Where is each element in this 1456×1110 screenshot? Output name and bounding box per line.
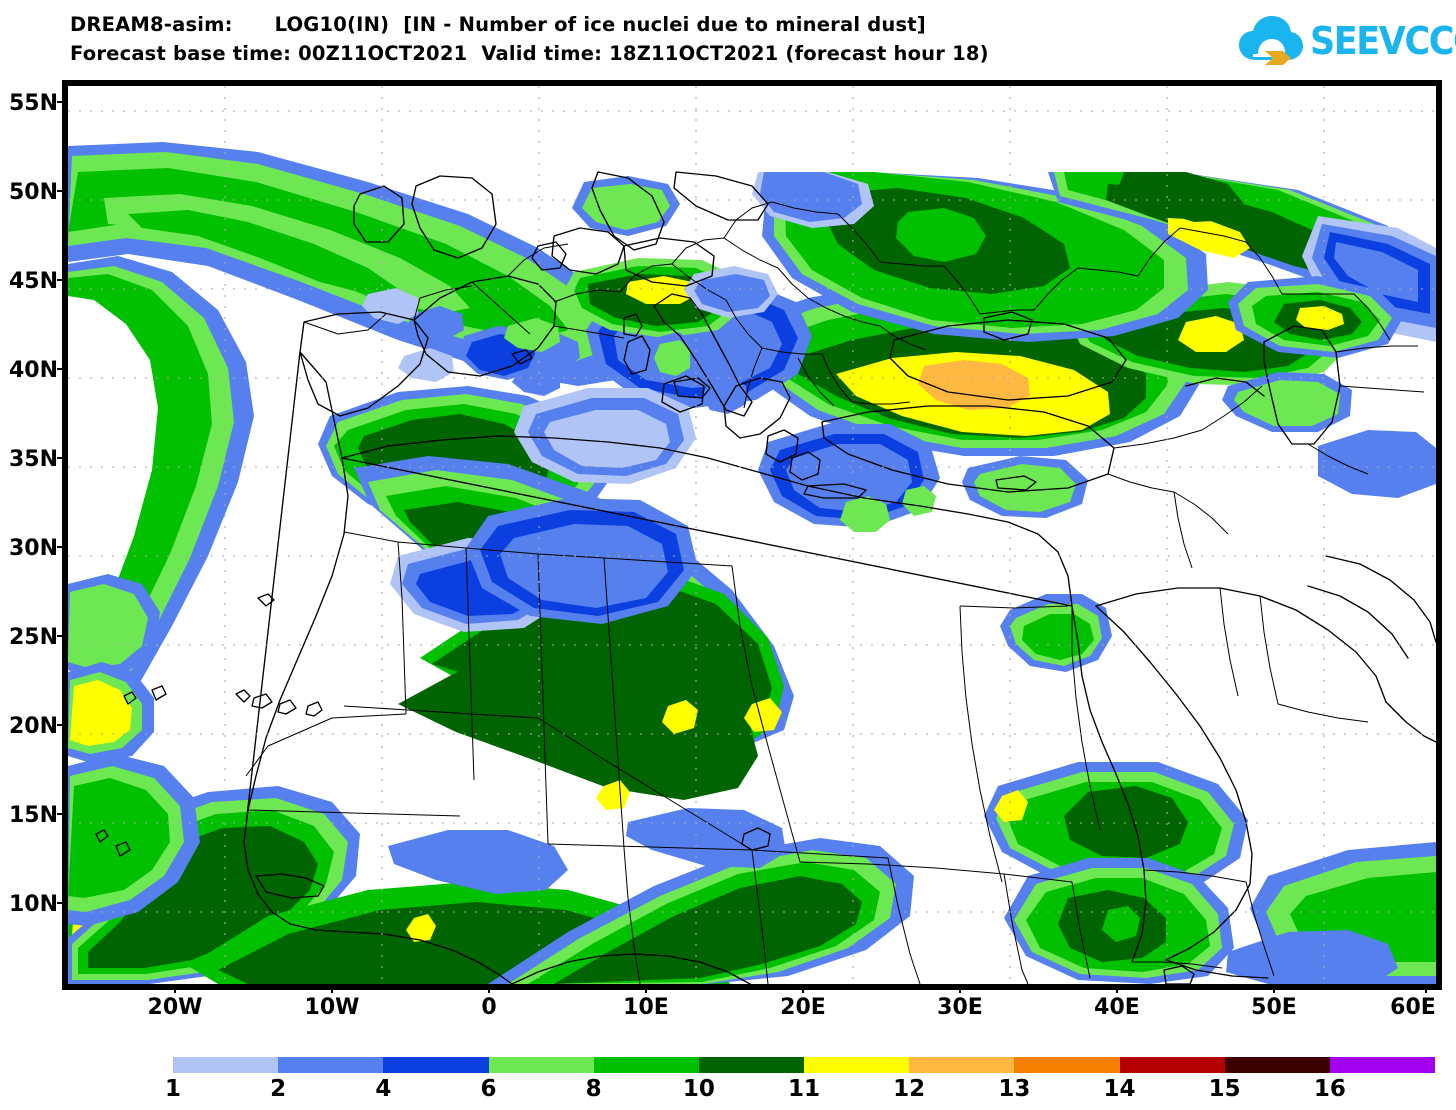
colorbar-swatch-15	[1224, 1057, 1330, 1073]
colorbar-tick-label-1: 1	[164, 1076, 182, 1102]
x-tick-label-60E: 60E	[1390, 995, 1436, 1020]
header: DREAM8-asim: LOG10(IN) [IN - Number of i…	[0, 0, 1456, 84]
colorbar-labels: 1 2 4 6 8 10 11 12 13 14 15 16	[0, 1076, 1456, 1106]
x-tick-label-30E: 30E	[937, 995, 983, 1020]
y-tick-50N	[57, 190, 68, 192]
logo-wordmark: SEEVCCC	[1310, 19, 1456, 63]
y-tick-20N	[57, 724, 68, 726]
x-tick-60E	[1425, 984, 1427, 993]
x-tick-label-20W: 20W	[147, 995, 203, 1020]
x-tick-label-40E: 40E	[1094, 995, 1140, 1020]
colorbar-swatch-8	[593, 1057, 699, 1073]
contour-fill-layer	[68, 142, 1436, 984]
colorbar-swatch-12	[909, 1057, 1015, 1073]
seevccc-logo[interactable]: SEEVCCC	[1238, 14, 1456, 72]
map-canvas	[68, 86, 1436, 984]
x-tick-50E	[1273, 984, 1275, 993]
colorbar-tick-label-10: 10	[682, 1076, 715, 1102]
y-tick-label-15N: 15N	[8, 803, 58, 828]
colorbar-tick-label-4: 4	[375, 1076, 392, 1102]
y-tick-label-40N: 40N	[8, 358, 58, 383]
x-tick-0	[488, 984, 490, 993]
colorbar-swatch-13	[1014, 1057, 1120, 1073]
colorbar-swatch-10	[698, 1057, 805, 1073]
colorbar-swatch-16	[1329, 1057, 1436, 1073]
x-tick-30E	[959, 984, 961, 993]
colorbar-tick-label-12: 12	[893, 1076, 926, 1102]
x-tick-label-20E: 20E	[780, 995, 826, 1020]
header-line-2: Forecast base time: 00Z11OCT2021 Valid t…	[70, 42, 989, 65]
colorbar-swatch-1	[173, 1057, 279, 1073]
colorbar-swatch-11	[804, 1057, 910, 1073]
colorbar-tick-label-15: 15	[1208, 1076, 1241, 1102]
x-tick-40E	[1116, 984, 1118, 993]
y-tick-label-10N: 10N	[8, 892, 58, 917]
y-tick-45N	[57, 279, 68, 281]
y-tick-55N	[57, 101, 68, 103]
header-line-1: DREAM8-asim: LOG10(IN) [IN - Number of i…	[70, 13, 926, 36]
cloud-icon	[1238, 14, 1304, 66]
y-tick-label-30N: 30N	[8, 536, 58, 561]
colorbar-swatch-2	[278, 1057, 384, 1073]
colorbar[interactable]	[173, 1057, 1436, 1073]
colorbar-tick-label-8: 8	[585, 1076, 602, 1102]
colorbar-tick-label-6: 6	[480, 1076, 497, 1102]
colorbar-tick-label-2: 2	[270, 1076, 287, 1102]
x-tick-20E	[802, 984, 804, 993]
colorbar-tick-label-11: 11	[787, 1076, 821, 1102]
colorbar-swatch-4	[383, 1057, 489, 1073]
y-tick-15N	[57, 813, 68, 815]
y-tick-40N	[57, 368, 68, 370]
coastline-layer	[95, 171, 1436, 984]
y-tick-10N	[57, 902, 68, 904]
x-tick-label-50E: 50E	[1251, 995, 1297, 1020]
x-tick-label-10W: 10W	[304, 995, 360, 1020]
grid-layer	[68, 86, 1436, 984]
x-tick-10W	[331, 984, 333, 993]
y-tick-30N	[57, 546, 68, 548]
y-tick-25N	[57, 635, 68, 637]
country-border-layer	[245, 201, 1425, 984]
colorbar-tick-label-14: 14	[1103, 1076, 1136, 1102]
y-tick-label-50N: 50N	[8, 180, 58, 205]
y-tick-label-55N: 55N	[8, 91, 58, 116]
y-tick-label-20N: 20N	[8, 714, 58, 739]
colorbar-swatch-6	[488, 1057, 594, 1073]
x-tick-20W	[174, 984, 176, 993]
x-tick-label-10E: 10E	[623, 995, 669, 1020]
y-tick-label-35N: 35N	[8, 447, 58, 472]
forecast-map[interactable]	[68, 86, 1436, 984]
x-tick-label-0: 0	[481, 995, 497, 1020]
y-tick-label-25N: 25N	[8, 625, 58, 650]
colorbar-tick-label-16: 16	[1313, 1076, 1346, 1102]
colorbar-tick-label-13: 13	[998, 1076, 1031, 1102]
y-tick-label-45N: 45N	[8, 269, 58, 294]
x-tick-10E	[645, 984, 647, 993]
y-tick-35N	[57, 457, 68, 459]
colorbar-swatch-14	[1119, 1057, 1225, 1073]
